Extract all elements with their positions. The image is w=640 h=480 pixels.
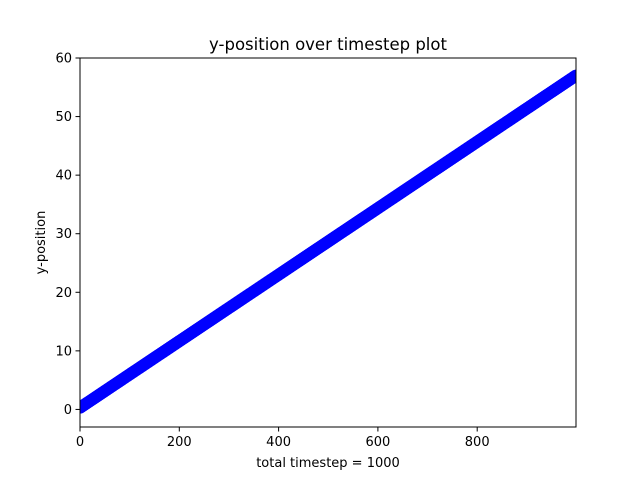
y-tick-label: 20 xyxy=(55,286,72,301)
data-point xyxy=(570,69,576,82)
x-tick-label: 0 xyxy=(76,435,84,450)
y-tick-label: 10 xyxy=(55,344,72,359)
y-tick-label: 30 xyxy=(55,227,72,242)
x-tick-label: 200 xyxy=(167,435,192,450)
x-axis-label: total timestep = 1000 xyxy=(256,456,400,471)
chart-title: y-position over timestep plot xyxy=(209,35,447,54)
y-tick-label: 40 xyxy=(55,169,72,184)
y-axis-label: y-position xyxy=(34,211,49,275)
plot-area xyxy=(80,69,576,414)
x-tick-label: 800 xyxy=(465,435,490,450)
y-axis-ticks: 0 10 20 30 40 50 60 xyxy=(55,52,80,418)
y-tick-label: 60 xyxy=(55,52,72,67)
y-tick-label: 0 xyxy=(64,403,72,418)
series-layer xyxy=(80,69,576,414)
x-tick-label: 600 xyxy=(365,435,390,450)
y-tick-label: 50 xyxy=(55,110,72,125)
x-tick-label: 400 xyxy=(266,435,291,450)
axes-frame xyxy=(79,57,577,428)
x-axis-ticks: 0 200 400 600 800 xyxy=(76,427,490,450)
